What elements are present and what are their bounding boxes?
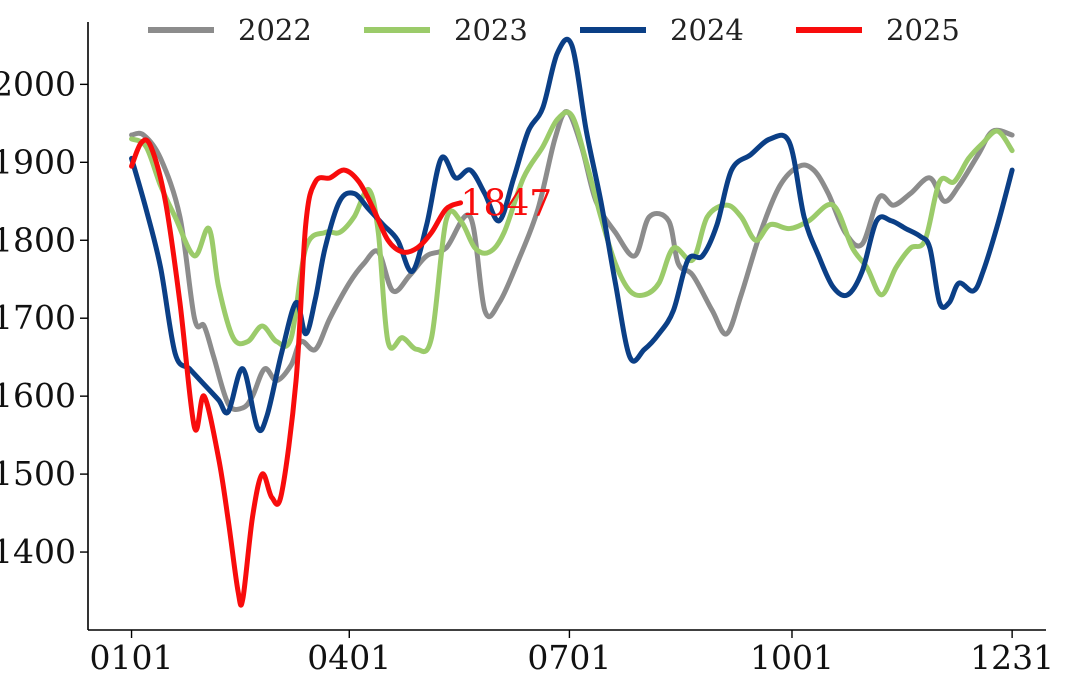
y-tick-label: 1900: [0, 142, 76, 181]
series-line-2023: [129, 109, 1015, 355]
x-tick-label: 0401: [307, 638, 391, 675]
legend: 2022 2023 2024 2025: [148, 13, 960, 47]
annotation-layer: 1847: [461, 184, 553, 225]
legend-label: 2023: [454, 13, 528, 47]
legend-item-2024: 2024: [580, 13, 744, 47]
last-value-annotation: 1847: [461, 184, 553, 225]
series-layer: [129, 36, 1015, 608]
y-tick-label: 1700: [0, 298, 76, 337]
x-tick-label: 1231: [970, 638, 1054, 675]
legend-item-2025: 2025: [796, 13, 960, 47]
legend-label: 2022: [238, 13, 312, 47]
series-line-2025: [129, 137, 464, 608]
series-line-2024: [129, 36, 1015, 434]
y-tick-label: 1400: [0, 532, 76, 571]
y-tick-label: 2000: [0, 64, 76, 103]
legend-label: 2024: [670, 13, 744, 47]
y-tick-label: 1600: [0, 376, 76, 415]
x-tick-label: 0701: [527, 638, 611, 675]
x-tick-label: 0101: [90, 638, 174, 675]
legend-label: 2025: [886, 13, 960, 47]
series-line-2022: [129, 109, 1015, 413]
legend-item-2022: 2022: [148, 13, 312, 47]
legend-item-2023: 2023: [364, 13, 528, 47]
x-tick-label: 1001: [750, 638, 834, 675]
y-tick-label: 1800: [0, 220, 76, 259]
y-tick-label: 1500: [0, 454, 76, 493]
chart-axes: 1400 1500 1600 1700 1800 1900 2000 0101 0401 0701…: [0, 22, 1054, 675]
